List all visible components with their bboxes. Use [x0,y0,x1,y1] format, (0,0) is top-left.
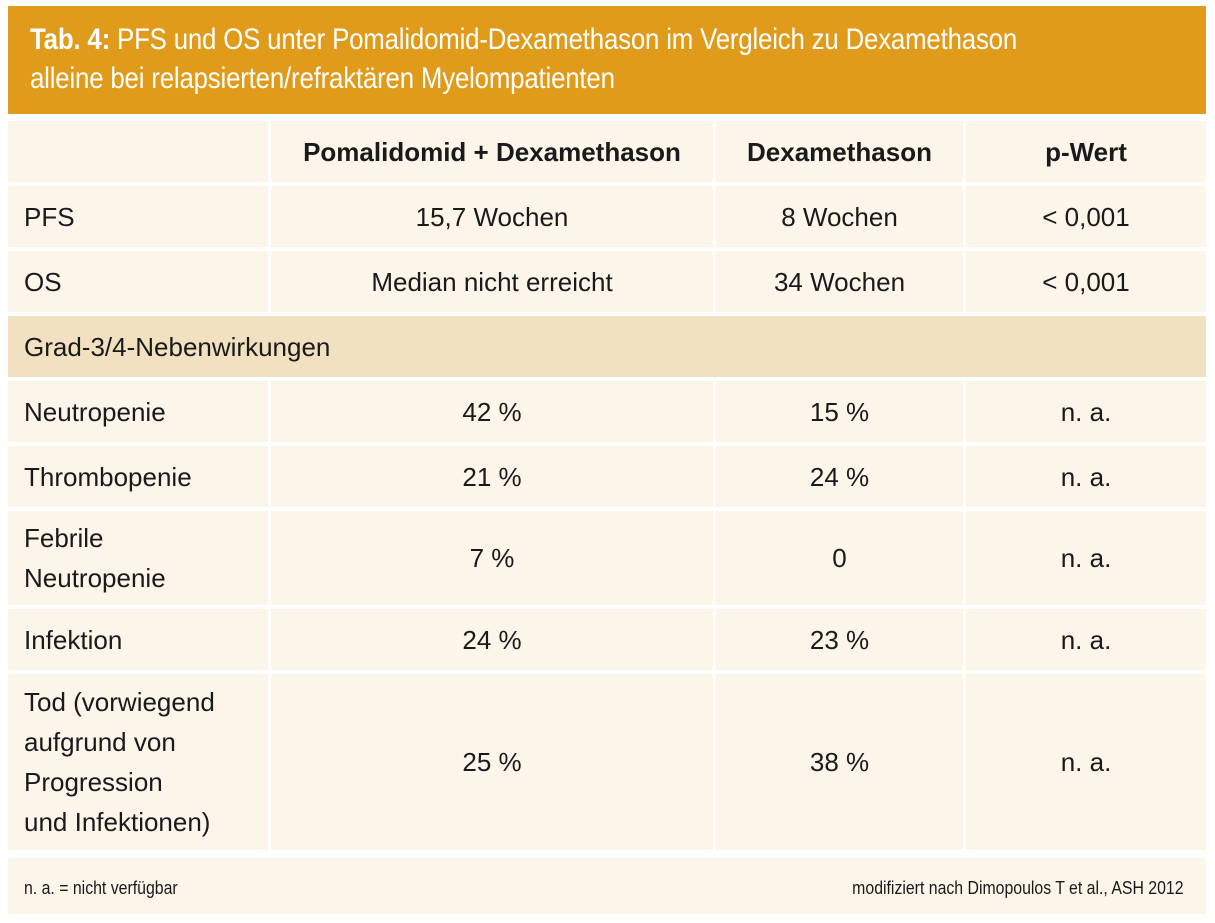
table-row-pfs: PFS 15,7 Wochen 8 Wochen < 0,001 [8,186,1206,251]
table-footer: n. a. = nicht verfügbar modifiziert nach… [8,858,1206,914]
table-row-os: OS Median nicht erreicht 34 Wochen < 0,0… [8,251,1206,316]
cell-p-wert: n. a. [966,381,1206,446]
cell-pomalidomid: 42 % [271,381,716,446]
cell-dexamethason: 34 Wochen [716,251,966,316]
cell-p-wert: n. a. [966,511,1206,609]
row-label: Tod (vorwiegend aufgrund von Progression… [8,674,271,854]
cell-dexamethason: 24 % [716,446,966,511]
title-line-2: alleine bei relapsierten/refraktären Mye… [30,62,615,95]
cell-dexamethason: 8 Wochen [716,186,966,251]
cell-p-wert: n. a. [966,674,1206,854]
source-citation: modifiziert nach Dimopoulos T et al., AS… [852,878,1184,898]
table-row-neutropenie: Neutropenie 42 % 15 % n. a. [8,381,1206,446]
title-bar: Tab. 4: PFS und OS unter Pomalidomid-Dex… [8,6,1206,114]
section-label: Grad-3/4-Nebenwirkungen [8,316,1206,381]
header-dexamethason: Dexamethason [716,121,966,186]
row-label: Neutropenie [8,381,271,446]
cell-p-wert: n. a. [966,609,1206,674]
results-table: Pomalidomid + Dexamethason Dexamethason … [8,121,1206,854]
header-cell-empty [8,121,271,186]
cell-dexamethason: 15 % [716,381,966,446]
cell-pomalidomid: 15,7 Wochen [271,186,716,251]
cell-dexamethason: 23 % [716,609,966,674]
row-label: Febrile Neutropenie [8,511,271,609]
row-label: OS [8,251,271,316]
section-row: Grad-3/4-Nebenwirkungen [8,316,1206,381]
cell-pomalidomid: 24 % [271,609,716,674]
cell-dexamethason: 0 [716,511,966,609]
row-label: Thrombopenie [8,446,271,511]
header-pomalidomid-dexamethason: Pomalidomid + Dexamethason [271,121,716,186]
row-label: PFS [8,186,271,251]
header-row: Pomalidomid + Dexamethason Dexamethason … [8,121,1206,186]
cell-pomalidomid: 21 % [271,446,716,511]
row-label: Infektion [8,609,271,674]
header-p-wert: p-Wert [966,121,1206,186]
table-row-febrile-neutropenie: Febrile Neutropenie 7 % 0 n. a. [8,511,1206,609]
table-row-tod: Tod (vorwiegend aufgrund von Progression… [8,674,1206,854]
cell-pomalidomid: 7 % [271,511,716,609]
cell-dexamethason: 38 % [716,674,966,854]
cell-p-wert: < 0,001 [966,251,1206,316]
table-row-thrombopenie: Thrombopenie 21 % 24 % n. a. [8,446,1206,511]
cell-p-wert: n. a. [966,446,1206,511]
table-title: Tab. 4: PFS und OS unter Pomalidomid-Dex… [30,20,1200,98]
title-line-1: PFS und OS unter Pomalidomid-Dexamethaso… [117,23,1018,56]
cell-pomalidomid: 25 % [271,674,716,854]
table-label: Tab. 4: [30,23,111,56]
footnote: n. a. = nicht verfügbar [24,878,178,898]
table-row-infektion: Infektion 24 % 23 % n. a. [8,609,1206,674]
cell-p-wert: < 0,001 [966,186,1206,251]
cell-pomalidomid: Median nicht erreicht [271,251,716,316]
